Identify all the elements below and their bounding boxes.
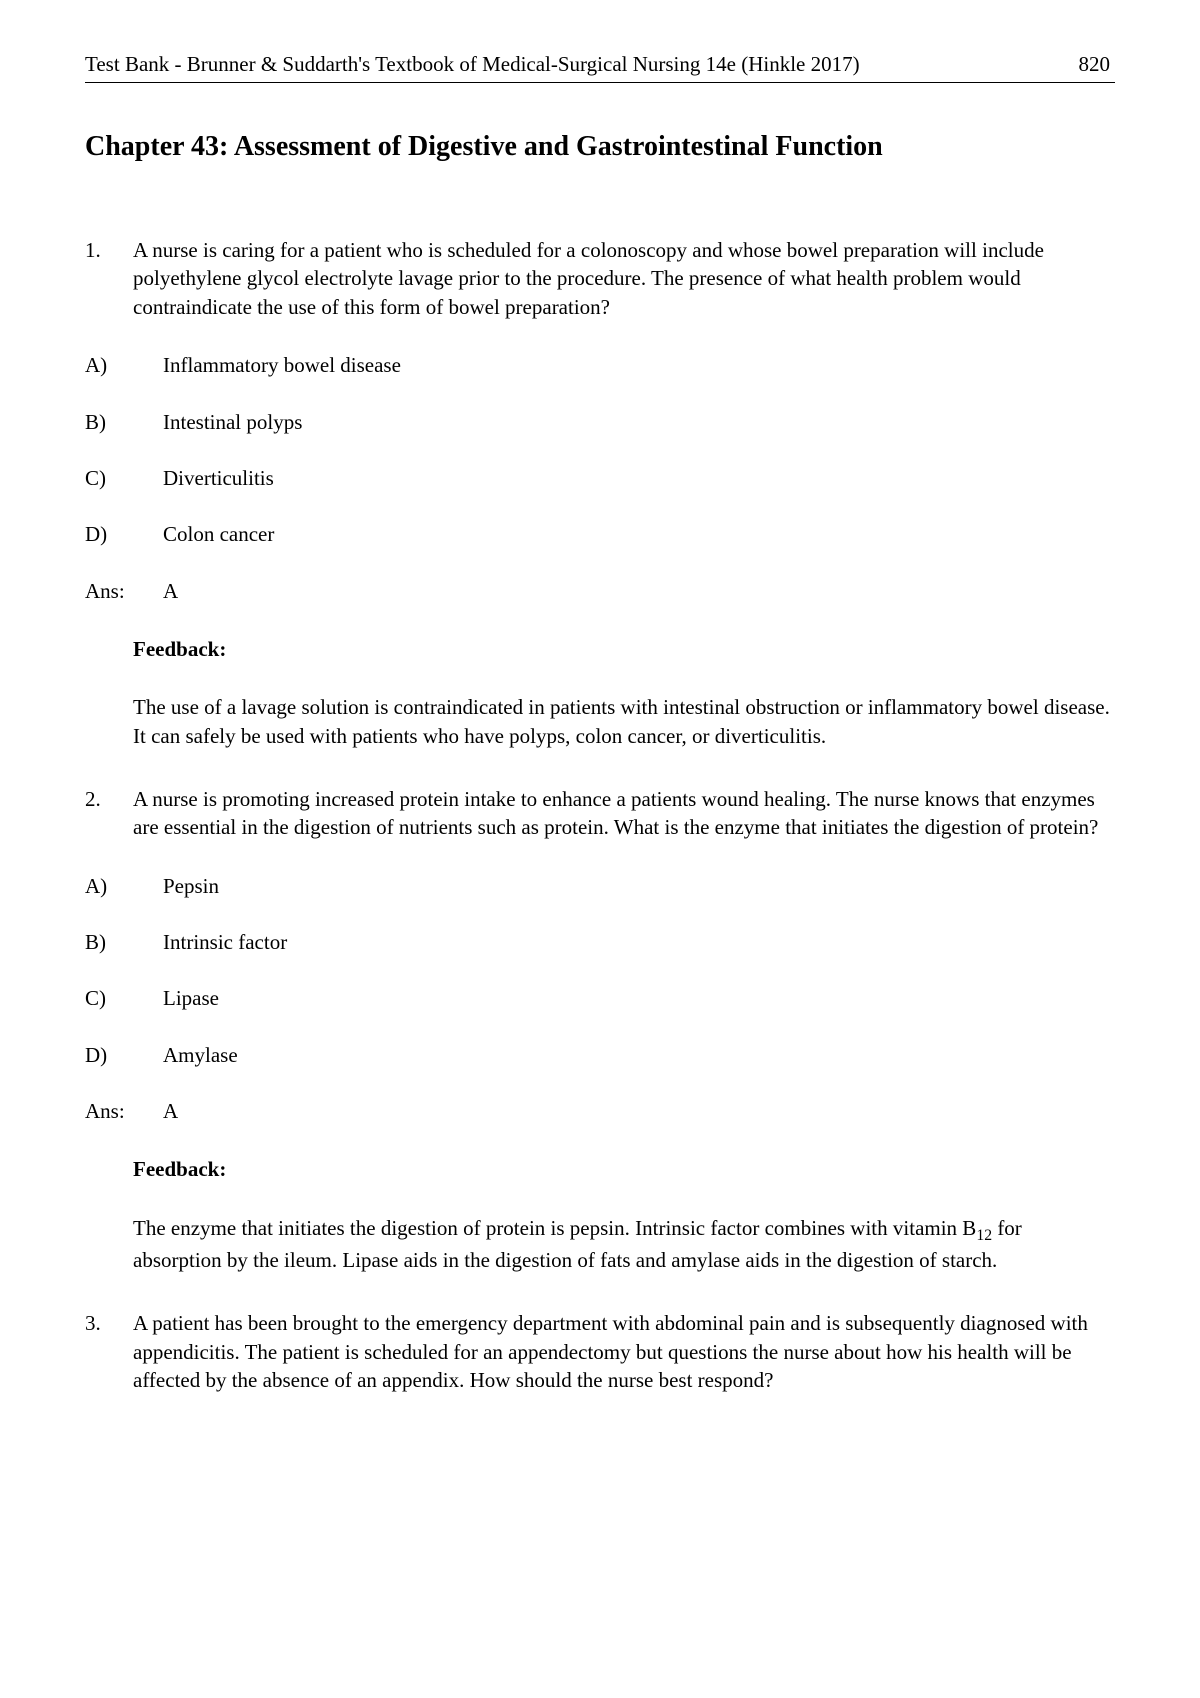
- answer-value: A: [163, 1097, 1115, 1125]
- option-row: D) Amylase: [85, 1041, 1115, 1069]
- option-text: Diverticulitis: [163, 464, 1115, 492]
- feedback-label: Feedback:: [133, 1155, 1115, 1183]
- option-row: B) Intrinsic factor: [85, 928, 1115, 956]
- answer-value: A: [163, 577, 1115, 605]
- option-row: B) Intestinal polyps: [85, 408, 1115, 436]
- option-letter: C): [85, 984, 163, 1012]
- feedback-label: Feedback:: [133, 635, 1115, 663]
- option-letter: D): [85, 1041, 163, 1069]
- feedback-text: The enzyme that initiates the digestion …: [133, 1214, 1115, 1275]
- option-row: A) Pepsin: [85, 872, 1115, 900]
- option-text: Amylase: [163, 1041, 1115, 1069]
- page-number: 820: [1079, 50, 1116, 78]
- option-text: Intrinsic factor: [163, 928, 1115, 956]
- question-block: 2. A nurse is promoting increased protei…: [85, 785, 1115, 842]
- feedback-text: The use of a lavage solution is contrain…: [133, 693, 1115, 750]
- feedback-block: Feedback: The enzyme that initiates the …: [133, 1155, 1115, 1274]
- answer-label: Ans:: [85, 1097, 163, 1125]
- page-header: Test Bank - Brunner & Suddarth's Textboo…: [85, 50, 1115, 83]
- question-text: A patient has been brought to the emerge…: [133, 1309, 1115, 1394]
- question-block: 3. A patient has been brought to the eme…: [85, 1309, 1115, 1394]
- option-letter: A): [85, 351, 163, 379]
- question-number: 1.: [85, 236, 133, 321]
- feedback-block: Feedback: The use of a lavage solution i…: [133, 635, 1115, 750]
- option-text: Colon cancer: [163, 520, 1115, 548]
- option-letter: C): [85, 464, 163, 492]
- feedback-pre: The enzyme that initiates the digestion …: [133, 1216, 976, 1240]
- option-letter: D): [85, 520, 163, 548]
- answer-row: Ans: A: [85, 577, 1115, 605]
- question-block: 1. A nurse is caring for a patient who i…: [85, 236, 1115, 321]
- answer-row: Ans: A: [85, 1097, 1115, 1125]
- answer-label: Ans:: [85, 577, 163, 605]
- question-number: 2.: [85, 785, 133, 842]
- option-letter: B): [85, 408, 163, 436]
- option-text: Pepsin: [163, 872, 1115, 900]
- option-text: Intestinal polyps: [163, 408, 1115, 436]
- option-row: D) Colon cancer: [85, 520, 1115, 548]
- option-text: Lipase: [163, 984, 1115, 1012]
- question-text: A nurse is promoting increased protein i…: [133, 785, 1115, 842]
- option-letter: A): [85, 872, 163, 900]
- option-text: Inflammatory bowel disease: [163, 351, 1115, 379]
- option-row: A) Inflammatory bowel disease: [85, 351, 1115, 379]
- question-number: 3.: [85, 1309, 133, 1394]
- option-row: C) Lipase: [85, 984, 1115, 1012]
- question-text: A nurse is caring for a patient who is s…: [133, 236, 1115, 321]
- chapter-title: Chapter 43: Assessment of Digestive and …: [85, 128, 1115, 166]
- option-letter: B): [85, 928, 163, 956]
- header-title: Test Bank - Brunner & Suddarth's Textboo…: [85, 50, 860, 78]
- option-row: C) Diverticulitis: [85, 464, 1115, 492]
- feedback-sub: 12: [976, 1227, 992, 1244]
